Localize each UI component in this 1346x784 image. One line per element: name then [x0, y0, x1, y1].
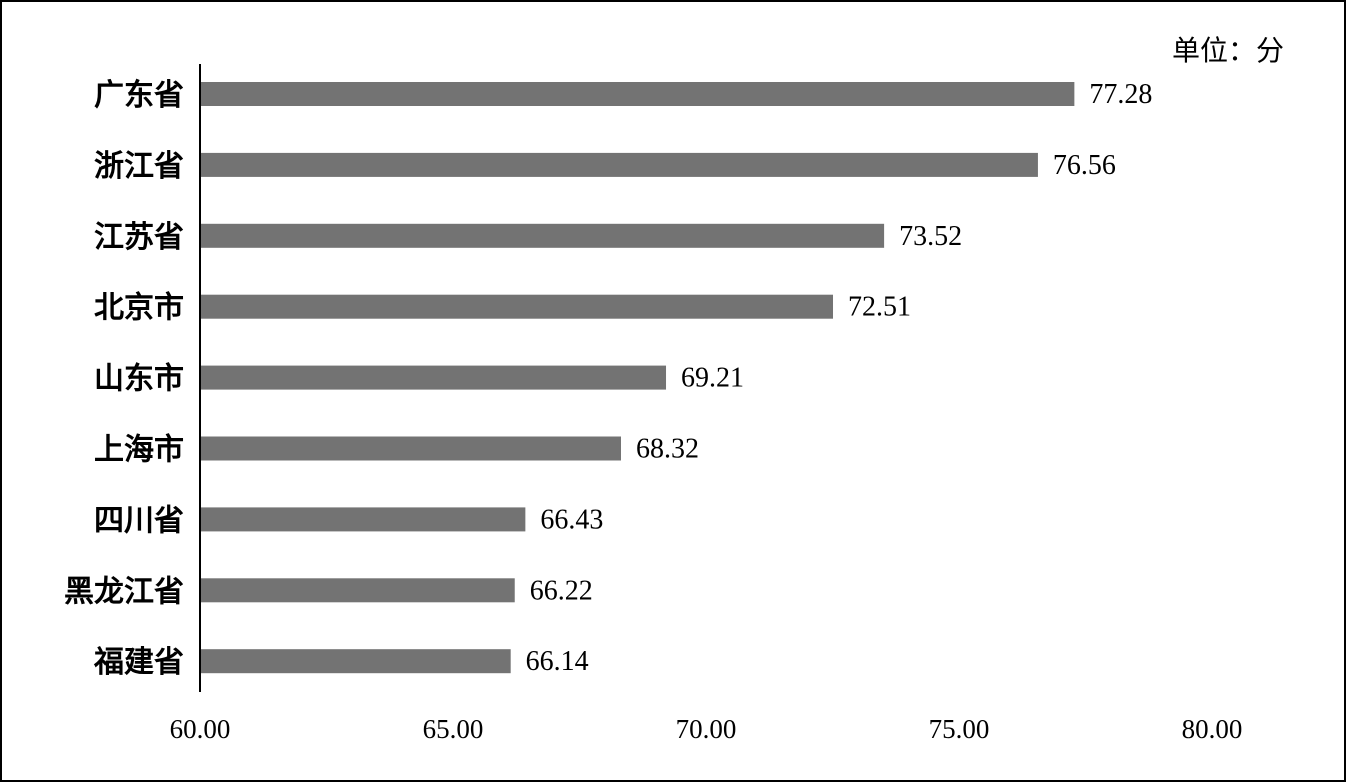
category-label: 浙江省 [94, 149, 184, 184]
bar [201, 294, 834, 319]
bar [201, 578, 515, 603]
data-label: 76.56 [1053, 150, 1116, 181]
data-label: 68.32 [636, 434, 699, 465]
data-label: 66.22 [530, 575, 593, 606]
category-label: 江苏省 [94, 220, 184, 255]
data-label: 77.28 [1089, 79, 1152, 110]
category-label: 北京市 [94, 291, 184, 326]
bar [201, 436, 621, 461]
x-tick-label: 70.00 [676, 714, 737, 744]
data-label: 73.52 [899, 221, 962, 252]
unit-label: 单位：分 [1172, 34, 1284, 67]
x-tick-label: 60.00 [170, 714, 231, 744]
x-tick-label: 75.00 [929, 714, 990, 744]
category-label: 上海市 [94, 433, 184, 468]
bar [201, 365, 667, 390]
category-label: 四川省 [94, 503, 184, 538]
x-tick-label: 65.00 [423, 714, 484, 744]
bar [201, 649, 511, 674]
data-label: 69.21 [681, 363, 744, 394]
data-label: 72.51 [848, 292, 911, 323]
category-label: 山东市 [94, 362, 184, 397]
bar [201, 82, 1075, 106]
bar [201, 152, 1038, 177]
data-label: 66.43 [540, 504, 603, 535]
bar [201, 507, 526, 532]
category-label: 福建省 [93, 645, 184, 680]
category-label: 黑龙江省 [64, 574, 184, 609]
x-tick-label: 80.00 [1182, 714, 1243, 744]
bar [201, 223, 885, 248]
data-label: 66.14 [526, 646, 589, 677]
category-label: 广东省 [94, 78, 184, 113]
